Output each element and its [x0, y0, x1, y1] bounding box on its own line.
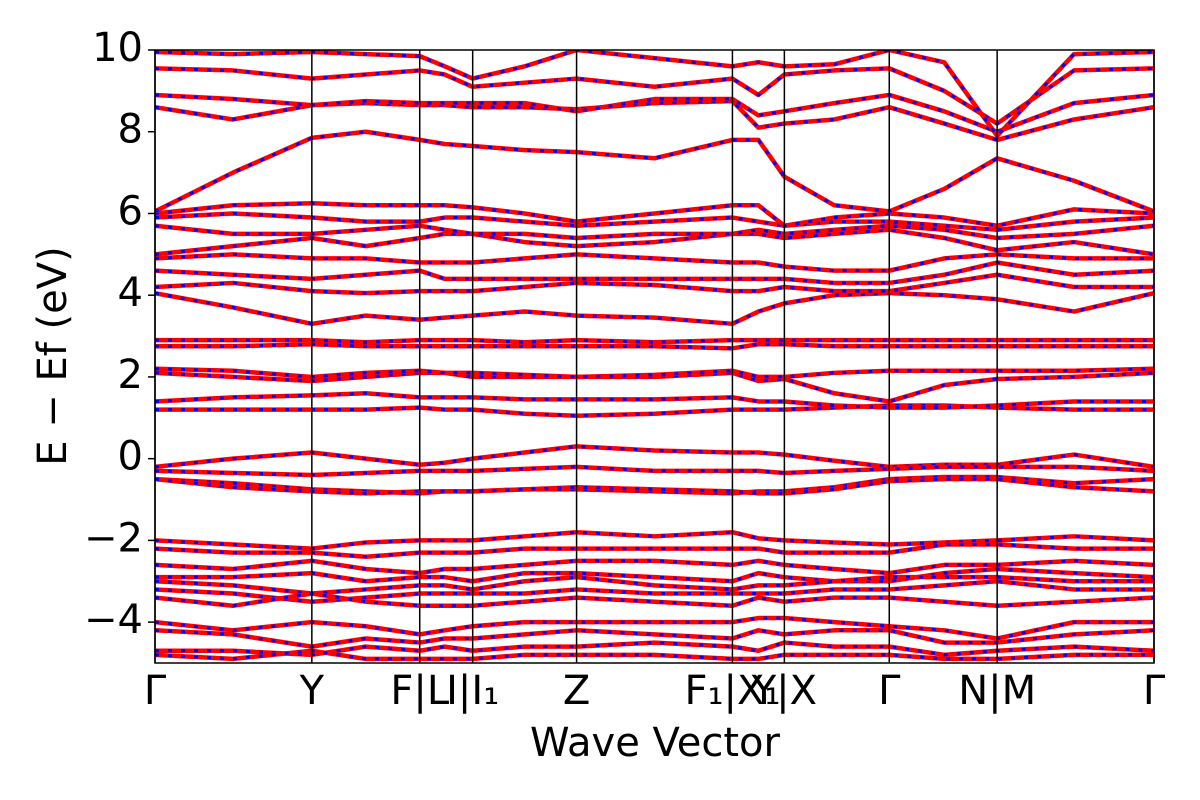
y-tick-label: −2 [84, 515, 143, 561]
band-overlay [155, 628, 1154, 649]
band-overlay [155, 260, 1154, 285]
band-line [155, 129, 1154, 214]
band-overlay [155, 391, 1154, 410]
x-tick-label: F₁|X₁ [684, 668, 780, 714]
y-tick-label: 2 [118, 352, 143, 398]
band-overlay [155, 224, 1154, 240]
y-tick-label: 4 [118, 270, 143, 316]
x-tick-label: Y [299, 668, 325, 714]
band-overlay [155, 649, 1154, 661]
band-line [155, 66, 1154, 126]
y-tick-label: 6 [118, 188, 143, 234]
x-tick-label: Z [563, 668, 590, 714]
x-tick-label: Y|X [751, 668, 817, 714]
y-tick-label: 0 [118, 434, 143, 480]
band-overlay [155, 477, 1154, 495]
x-tick-label: F|L [390, 668, 449, 714]
band-line [155, 391, 1154, 410]
band-overlay [155, 404, 1154, 418]
band-overlay [155, 592, 1154, 608]
band-line [155, 211, 1154, 233]
band-overlay [155, 338, 1154, 344]
band-overlay [155, 273, 1154, 295]
x-axis-label: Wave Vector [530, 720, 781, 766]
band-line [155, 444, 1154, 470]
band-overlay [155, 641, 1154, 657]
band-line [155, 260, 1154, 286]
band-line [155, 341, 1154, 351]
band-overlay [155, 66, 1154, 126]
band-overlay [155, 530, 1154, 551]
band-line [155, 50, 1154, 139]
band-overlay [155, 559, 1154, 575]
band-line [155, 337, 1154, 345]
band-line [155, 366, 1154, 380]
band-overlay [155, 542, 1154, 559]
band-line [155, 290, 1154, 327]
band-overlay [155, 130, 1154, 213]
y-axis-label: E − Ef (eV) [30, 246, 76, 465]
band-overlay [155, 342, 1154, 350]
band-overlay [155, 252, 1154, 273]
x-tick-label: Γ [878, 668, 901, 714]
band-line [155, 464, 1154, 478]
band-overlay [155, 99, 1154, 142]
band-overlay [155, 367, 1154, 379]
band-overlay [155, 201, 1154, 228]
x-tick-label: I|I₁ [446, 668, 499, 714]
band-overlay [155, 444, 1154, 469]
band-overlay [155, 371, 1154, 403]
x-tick-label: N|M [958, 668, 1036, 714]
band-overlay [155, 50, 1154, 139]
band-overlay [155, 465, 1154, 477]
y-tick-label: 10 [92, 25, 143, 71]
x-tick-label: Γ [1143, 668, 1166, 714]
bands [155, 50, 1154, 662]
band-overlay [155, 228, 1154, 256]
x-tick-label: Γ [144, 668, 167, 714]
band-line [155, 574, 1154, 596]
band-overlay [155, 211, 1154, 232]
band-overlay [155, 575, 1154, 596]
y-tick-label: −4 [84, 597, 143, 643]
y-tick-label: 8 [118, 107, 143, 153]
band-overlay [155, 616, 1154, 641]
band-overlay [155, 567, 1154, 583]
band-overlay [155, 93, 1154, 134]
band-line [155, 476, 1154, 496]
band-overlay [155, 579, 1154, 604]
